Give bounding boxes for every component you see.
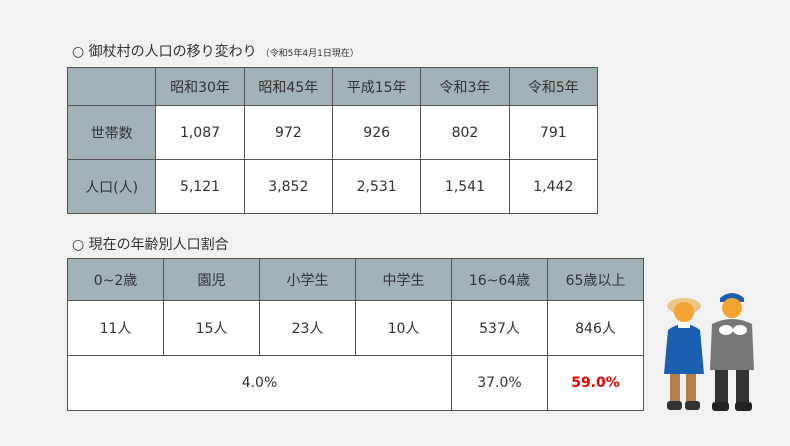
header-cell: 0~2歳 [67, 258, 164, 301]
ratio-under-16: 4.0% [67, 355, 452, 411]
table-cell: 3,852 [243, 159, 333, 214]
table-cell: 23人 [259, 300, 356, 356]
header-cell: 小学生 [259, 258, 356, 301]
population-date-note: （令和5年4月1日現在） [260, 49, 359, 59]
table-cell: 1,541 [420, 159, 510, 214]
header-cell: 16~64歳 [451, 258, 548, 301]
header-cell: 昭和45年 [243, 67, 333, 106]
header-cell: 昭和30年 [155, 67, 245, 106]
table-header-row: 昭和30年 昭和45年 平成15年 令和3年 令和5年 [66, 67, 599, 106]
table-cell: 802 [420, 105, 510, 160]
table-cell: 11人 [67, 300, 164, 356]
table-cell: 926 [331, 105, 422, 160]
row-label: 人口(人) [66, 159, 157, 214]
table-row-households: 世帯数 1,087 972 926 802 791 [66, 105, 599, 160]
header-cell: 平成15年 [331, 67, 422, 106]
table-row-counts: 11人 15人 23人 10人 537人 846人 [67, 300, 644, 356]
header-cell: 園児 [163, 258, 260, 301]
header-cell: 中学生 [355, 258, 452, 301]
table-cell: 537人 [451, 300, 548, 356]
population-table: 昭和30年 昭和45年 平成15年 令和3年 令和5年 世帯数 1,087 97… [66, 67, 599, 214]
elderly-couple-icon [664, 293, 754, 411]
table-cell: 1,442 [508, 159, 599, 214]
table-cell: 15人 [163, 300, 260, 356]
age-heading: ○ 現在の年齢別人口割合 [72, 237, 229, 253]
population-heading-text: ○ 御杖村の人口の移り変わり [72, 44, 257, 60]
table-cell: 1,087 [155, 105, 245, 160]
header-cell: 令和5年 [508, 67, 599, 106]
table-cell: 5,121 [155, 159, 245, 214]
table-cell: 2,531 [331, 159, 422, 214]
header-cell-empty [66, 67, 157, 106]
row-label: 世帯数 [66, 105, 157, 160]
ratio-working-age: 37.0% [451, 355, 548, 411]
table-row-population: 人口(人) 5,121 3,852 2,531 1,541 1,442 [66, 159, 599, 214]
table-header-row: 0~2歳 園児 小学生 中学生 16~64歳 65歳以上 [67, 258, 644, 301]
table-row-ratios: 4.0% 37.0% 59.0% [67, 355, 644, 411]
header-cell: 65歳以上 [547, 258, 644, 301]
table-cell: 791 [508, 105, 599, 160]
table-cell: 846人 [547, 300, 644, 356]
ratio-elderly: 59.0% [547, 355, 644, 411]
table-cell: 10人 [355, 300, 452, 356]
header-cell: 令和3年 [420, 67, 510, 106]
age-table: 0~2歳 園児 小学生 中学生 16~64歳 65歳以上 11人 15人 23人… [67, 258, 644, 411]
population-heading: ○ 御杖村の人口の移り変わり （令和5年4月1日現在） [72, 41, 359, 61]
table-cell: 972 [243, 105, 333, 160]
